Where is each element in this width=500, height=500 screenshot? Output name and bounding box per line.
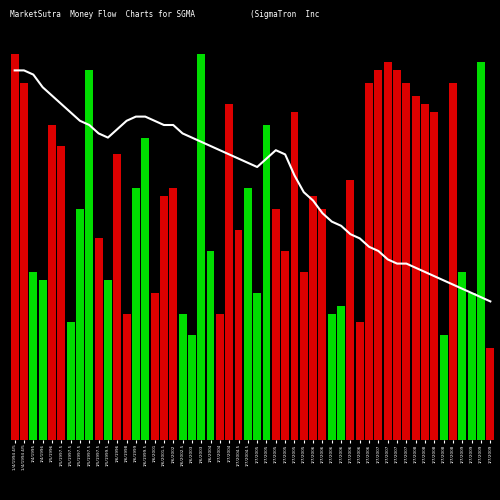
Bar — [122, 314, 130, 440]
Bar — [188, 335, 196, 440]
Bar — [104, 280, 112, 440]
Bar — [318, 209, 326, 440]
Bar — [94, 238, 102, 440]
Bar — [477, 62, 485, 440]
Bar — [114, 154, 121, 440]
Bar — [421, 104, 429, 440]
Bar — [244, 188, 252, 440]
Bar — [440, 335, 448, 440]
Bar — [225, 104, 233, 440]
Bar — [253, 293, 261, 440]
Bar — [58, 146, 66, 440]
Bar — [76, 209, 84, 440]
Bar — [393, 70, 401, 440]
Bar — [468, 293, 475, 440]
Bar — [86, 70, 93, 440]
Bar — [10, 54, 18, 440]
Bar — [272, 209, 280, 440]
Bar — [150, 293, 158, 440]
Bar — [281, 251, 289, 440]
Bar — [346, 180, 354, 440]
Bar — [170, 188, 177, 440]
Bar — [178, 314, 186, 440]
Bar — [20, 83, 28, 440]
Bar — [30, 272, 38, 440]
Bar — [402, 83, 410, 440]
Bar — [290, 112, 298, 440]
Bar — [300, 272, 308, 440]
Text: (SigmaTron  Inc: (SigmaTron Inc — [250, 10, 320, 19]
Bar — [337, 306, 345, 440]
Bar — [66, 322, 74, 440]
Bar — [206, 251, 214, 440]
Bar — [309, 196, 317, 440]
Bar — [356, 322, 364, 440]
Bar — [486, 348, 494, 440]
Bar — [38, 280, 46, 440]
Bar — [384, 62, 392, 440]
Bar — [48, 125, 56, 440]
Bar — [216, 314, 224, 440]
Text: MarketSutra  Money Flow  Charts for SGMA: MarketSutra Money Flow Charts for SGMA — [10, 10, 195, 19]
Bar — [328, 314, 336, 440]
Bar — [374, 70, 382, 440]
Bar — [365, 83, 373, 440]
Bar — [458, 272, 466, 440]
Bar — [234, 230, 242, 440]
Bar — [262, 125, 270, 440]
Bar — [197, 54, 205, 440]
Bar — [449, 83, 457, 440]
Bar — [160, 196, 168, 440]
Bar — [430, 112, 438, 440]
Bar — [142, 138, 149, 440]
Bar — [412, 96, 420, 440]
Bar — [132, 188, 140, 440]
